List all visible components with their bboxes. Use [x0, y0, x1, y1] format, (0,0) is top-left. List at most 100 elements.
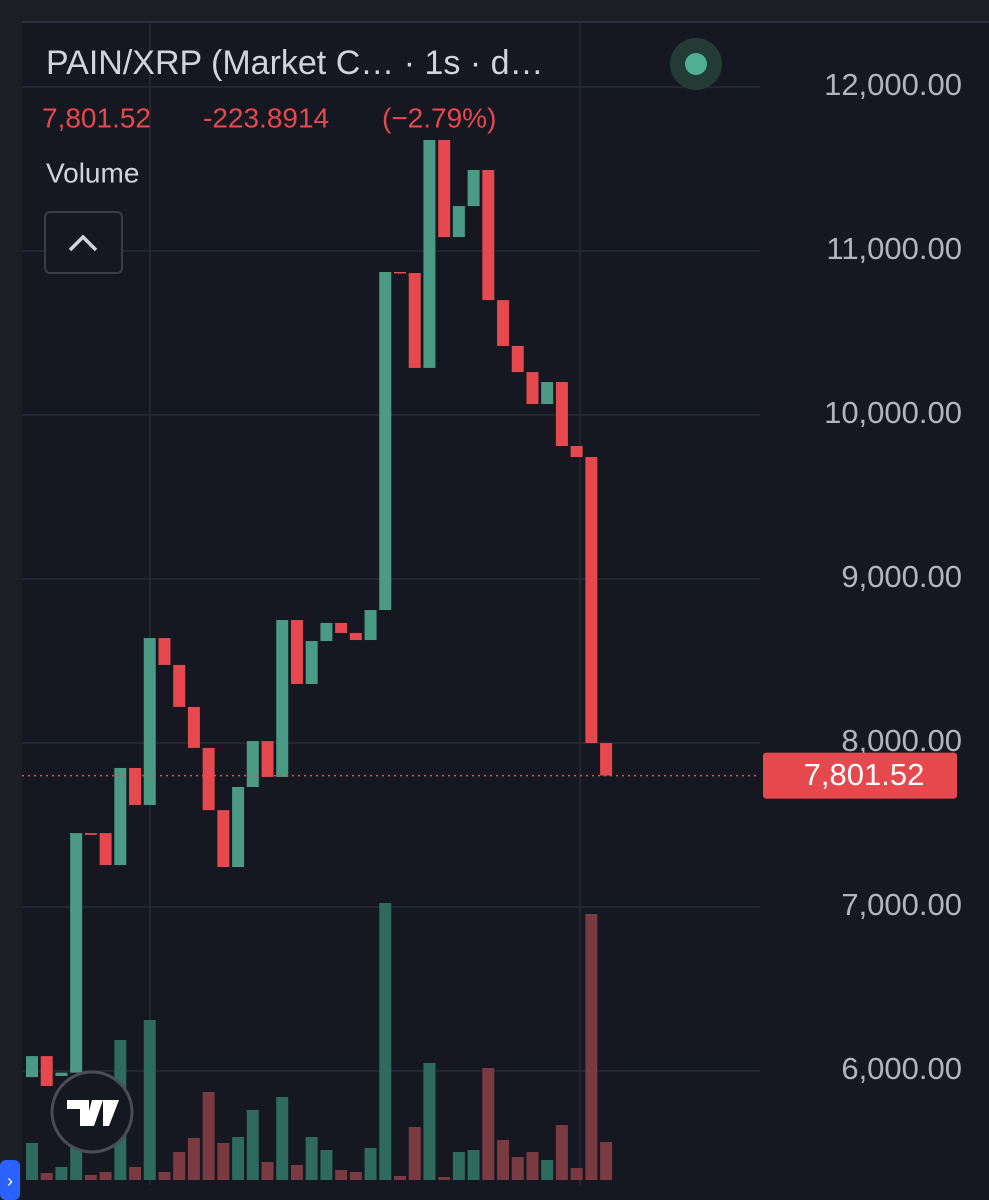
volume-bar: [335, 1170, 348, 1180]
candle-body: [99, 833, 112, 866]
status-dot: [685, 53, 707, 75]
volume-bar: [555, 1125, 568, 1180]
volume-bar: [379, 903, 392, 1180]
volume-bar: [408, 1127, 421, 1180]
candle-body: [232, 786, 245, 868]
volume-bar: [232, 1137, 245, 1180]
price-tag-label: 7,801.52: [804, 757, 925, 792]
volume-bar: [394, 1176, 406, 1180]
collapse-icon: [68, 234, 98, 252]
volume-bar: [600, 1142, 613, 1180]
volume-bar: [217, 1143, 230, 1180]
candle-body: [320, 622, 333, 642]
candle-body: [217, 810, 230, 868]
candle-body: [246, 741, 259, 787]
volume-bar: [276, 1097, 289, 1180]
change-percent: (−2.79%): [382, 102, 496, 133]
candle-body: [423, 139, 436, 368]
volume-bar: [55, 1167, 68, 1180]
candle-body: [158, 638, 171, 665]
volume-bar: [261, 1162, 274, 1180]
candle-body: [452, 206, 465, 238]
volume-bar: [158, 1172, 171, 1180]
side-tab[interactable]: [0, 1160, 20, 1200]
volume-bar: [290, 1165, 303, 1180]
candle-body: [335, 622, 348, 633]
volume-bar: [585, 914, 598, 1180]
volume-bar: [526, 1152, 539, 1180]
volume-label: Volume: [46, 157, 139, 188]
candle-body: [541, 382, 554, 405]
candle-body: [497, 300, 510, 346]
volume-bar: [305, 1137, 318, 1180]
candle-body: [40, 1056, 53, 1086]
volume-bar: [497, 1140, 510, 1180]
y-tick-label: 10,000.00: [824, 395, 962, 430]
logo: [67, 1100, 119, 1126]
side-tab-icon: ›: [7, 1171, 13, 1191]
volume-bar: [467, 1150, 480, 1180]
volume-bar: [482, 1068, 495, 1180]
volume-bar: [143, 1020, 156, 1180]
candle-body: [364, 610, 377, 641]
y-tick-label: 9,000.00: [841, 559, 962, 594]
candle-body: [187, 706, 200, 748]
last-price: 7,801.52: [42, 102, 151, 133]
candle-body: [290, 620, 303, 684]
y-tick-label: 11,000.00: [826, 231, 962, 266]
candle-body: [526, 372, 539, 405]
volume-bar: [541, 1160, 554, 1180]
candle-body: [173, 664, 186, 707]
candle-body: [511, 345, 524, 373]
candle-body: [349, 632, 362, 641]
volume-bar: [452, 1152, 465, 1180]
volume-bar: [423, 1063, 436, 1180]
candle-body: [202, 747, 215, 811]
y-axis: 6,000.00 7,000.00 8,000.00 9,000.00 10,000.0…: [824, 67, 962, 1086]
candle-body: [55, 1072, 68, 1076]
collapse-button[interactable]: [44, 211, 123, 274]
candle-body: [600, 743, 613, 776]
candle-body: [585, 456, 598, 744]
volume-bar: [26, 1143, 38, 1180]
volume-bar: [84, 1175, 97, 1180]
candle-body: [114, 767, 127, 866]
volume-bar: [570, 1168, 583, 1180]
candle-body: [129, 767, 142, 806]
volume-bar: [246, 1110, 259, 1180]
candle-body: [26, 1056, 38, 1078]
candle-body: [570, 446, 583, 457]
candle-body: [555, 382, 568, 447]
chart-background: [22, 22, 989, 1200]
volume-bar: [511, 1157, 524, 1180]
candle-body: [467, 169, 480, 207]
volume-bar: [187, 1138, 200, 1180]
candle-body: [394, 272, 406, 274]
candle-body: [70, 833, 83, 1073]
chart-title: PAIN/XRP (Market C… · 1s · d…: [46, 44, 544, 82]
candle-body: [261, 741, 274, 777]
y-tick-label: 8,000.00: [841, 723, 962, 758]
y-tick-label: 7,000.00: [841, 887, 962, 922]
y-tick-label: 6,000.00: [841, 1051, 962, 1086]
volume-bar: [364, 1148, 377, 1180]
candle-body: [305, 641, 318, 684]
candle-body: [143, 638, 156, 806]
candle-body: [276, 620, 289, 777]
candles: [26, 139, 613, 1086]
volume-bar: [99, 1172, 112, 1180]
candle-body: [438, 139, 451, 238]
candle-body: [84, 833, 97, 835]
candle-body: [482, 169, 495, 301]
volume-bar: [202, 1092, 215, 1180]
volume-bar: [129, 1167, 142, 1180]
volume-bar: [349, 1172, 362, 1180]
candle-body: [379, 272, 392, 611]
volume-bar: [438, 1177, 451, 1180]
change: -223.8914: [203, 102, 329, 133]
y-tick-label: 12,000.00: [824, 67, 962, 102]
volume-bar: [40, 1173, 53, 1180]
volume-bar: [320, 1150, 333, 1180]
